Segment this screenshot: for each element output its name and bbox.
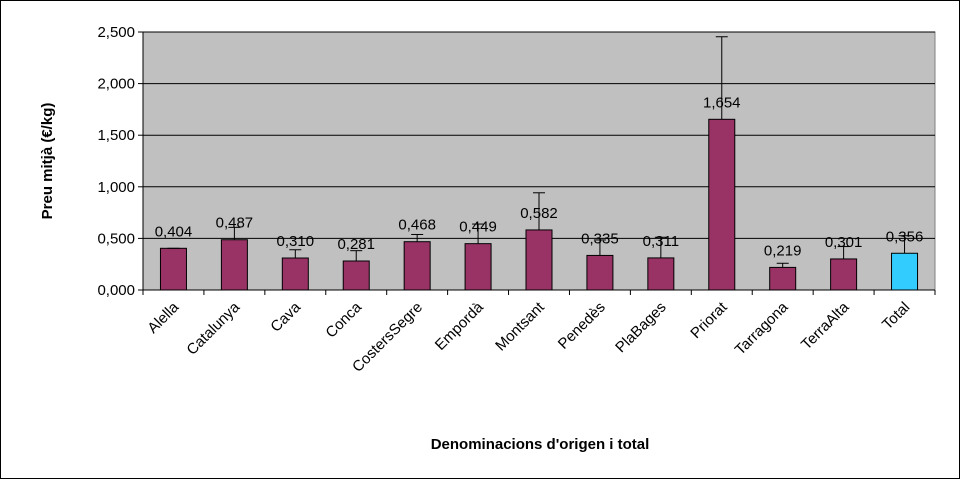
data-label: 0,468 xyxy=(398,217,436,234)
y-tick-label: 0,500 xyxy=(97,230,135,247)
bar xyxy=(708,118,736,291)
data-label: 0,356 xyxy=(886,228,924,245)
data-label: 0,487 xyxy=(216,215,254,232)
bar xyxy=(403,241,431,291)
bar xyxy=(769,266,797,291)
x-axis-title: Denominacions d'origen i total xyxy=(431,436,650,453)
data-label: 0,582 xyxy=(520,205,558,222)
y-tick-label: 0,000 xyxy=(97,282,135,299)
data-label: 1,654 xyxy=(703,94,741,111)
y-axis-title: Preu mitjà (€/kg) xyxy=(39,103,56,220)
data-label: 0,311 xyxy=(643,233,679,250)
data-label: 0,335 xyxy=(581,230,619,247)
data-label: 0,281 xyxy=(337,236,375,253)
data-label: 0,219 xyxy=(764,242,802,259)
data-label: 0,310 xyxy=(277,233,315,250)
y-tick-label: 1,000 xyxy=(97,179,135,196)
y-tick-label: 2,500 xyxy=(97,24,135,41)
data-label: 0,404 xyxy=(155,223,193,240)
bar xyxy=(891,252,919,291)
y-tick-label: 2,000 xyxy=(97,76,135,93)
bar xyxy=(159,247,187,291)
bar xyxy=(464,243,492,291)
bar xyxy=(281,257,309,291)
bar xyxy=(525,229,553,291)
y-tick-label: 1,500 xyxy=(97,127,135,144)
data-label: 0,449 xyxy=(459,219,497,236)
bar xyxy=(342,260,370,291)
bar xyxy=(220,239,248,291)
bar xyxy=(586,254,614,291)
bar xyxy=(830,258,858,291)
bar xyxy=(647,257,675,291)
data-label: 0,301 xyxy=(825,234,863,251)
